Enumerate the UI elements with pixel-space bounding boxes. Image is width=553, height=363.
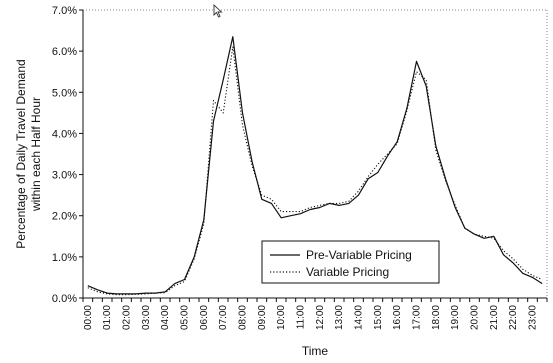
legend: Pre-Variable Pricing Variable Pricing [262, 241, 439, 283]
legend-label: Pre-Variable Pricing [306, 248, 412, 262]
x-axis: 00:00 01:00 02:00 03:00 04:00 05:00 06:00 07:00… [83, 298, 547, 330]
x-axis-title: Time [302, 344, 329, 358]
x-tick-label: 01:00 [102, 305, 113, 330]
x-tick-label: 04:00 [160, 305, 171, 330]
x-tick-label: 16:00 [392, 305, 403, 330]
y-tick-label: 0.0% [52, 293, 77, 305]
legend-label: Variable Pricing [306, 265, 389, 279]
y-tick-label: 1.0% [52, 252, 77, 264]
y-tick-label: 3.0% [52, 170, 77, 182]
x-tick-label: 18:00 [431, 305, 442, 330]
x-tick-label: 08:00 [238, 305, 249, 330]
x-tick-label: 03:00 [141, 305, 152, 330]
y-tick-label: 6.0% [52, 46, 77, 58]
mouse-cursor-icon [213, 4, 223, 18]
y-axis-title-line-1: Percentage of Daily Travel Demand [14, 59, 28, 248]
y-tick-label: 4.0% [52, 128, 77, 140]
x-tick-label: 06:00 [199, 305, 210, 330]
x-tick-label: 09:00 [257, 305, 268, 330]
y-axis: 0.0% 1.0% 2.0% 3.0% 4.0% 5.0% 6.0% 7.0% [52, 5, 83, 305]
x-tick-label: 07:00 [218, 305, 229, 330]
x-tick-label: 15:00 [373, 305, 384, 330]
x-tick-label: 02:00 [122, 305, 133, 330]
x-tick-label: 21:00 [489, 305, 500, 330]
x-tick-label: 17:00 [412, 305, 423, 330]
x-tick-label: 11:00 [296, 305, 307, 330]
x-tick-label: 05:00 [180, 305, 191, 330]
x-tick-label: 20:00 [470, 305, 481, 330]
x-tick-label: 14:00 [354, 305, 365, 330]
y-tick-label: 2.0% [52, 211, 77, 223]
x-tick-label: 10:00 [276, 305, 287, 330]
x-tick-label: 22:00 [508, 305, 519, 330]
x-tick-label: 23:00 [528, 305, 539, 330]
x-tick-label: 13:00 [334, 305, 345, 330]
x-tick-label: 12:00 [315, 305, 326, 330]
x-tick-label: 00:00 [83, 305, 94, 330]
y-tick-label: 5.0% [52, 87, 77, 99]
x-tick-label: 19:00 [450, 305, 461, 330]
y-axis-title-line-2: within each Half Hour [29, 97, 43, 212]
y-tick-label: 7.0% [52, 5, 77, 17]
